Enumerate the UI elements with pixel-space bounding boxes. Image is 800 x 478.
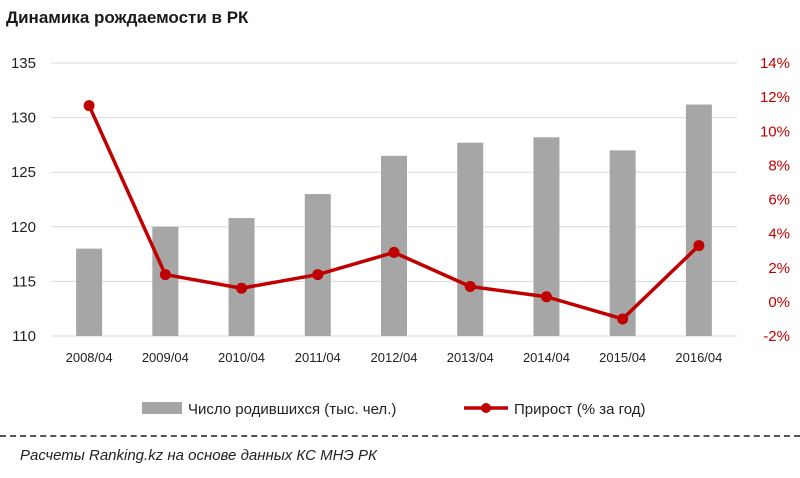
left-tick-label: 110	[12, 328, 36, 345]
legend-line-marker	[481, 403, 491, 413]
bar	[304, 194, 331, 336]
bar	[228, 218, 255, 336]
x-tick-label: 2015/04	[599, 350, 646, 365]
bar	[533, 137, 560, 336]
line-point	[388, 246, 400, 258]
bar	[381, 155, 407, 336]
left-axis: 110 115 120 125 130 135	[11, 55, 36, 345]
line-point	[312, 269, 324, 281]
chart-title: Динамика рождаемости в РК	[6, 8, 249, 27]
right-axis: -2% 0% 2% 4% 6% 8% 10% 12% 14%	[760, 55, 790, 345]
x-tick-label: 2010/04	[218, 350, 265, 365]
bar-series	[76, 104, 712, 336]
x-axis: 2008/04 2009/04 2010/04 2011/04 2012/04 2013/…	[66, 350, 723, 365]
footer-divider	[0, 435, 800, 437]
line-point	[540, 291, 552, 303]
line-series	[83, 100, 705, 325]
line-point	[464, 281, 476, 293]
x-tick-label: 2012/04	[371, 350, 418, 365]
legend-bar-swatch	[142, 402, 182, 414]
x-tick-label: 2008/04	[66, 350, 113, 365]
right-tick-label: 2%	[768, 260, 790, 277]
x-tick-label: 2016/04	[675, 350, 722, 365]
right-tick-label: 4%	[768, 226, 790, 243]
legend-bar-label: Число родившихся (тыс. чел.)	[188, 401, 396, 418]
x-tick-label: 2013/04	[447, 350, 494, 365]
line-point	[83, 100, 95, 112]
line-point	[236, 282, 248, 294]
line-point	[693, 240, 705, 252]
x-tick-label: 2009/04	[142, 350, 189, 365]
x-tick-label: 2014/04	[523, 350, 570, 365]
right-tick-label: 8%	[768, 157, 790, 174]
right-tick-label: 12%	[760, 89, 790, 106]
source-note: Расчеты Ranking.kz на основе данных КС М…	[20, 447, 377, 464]
right-tick-label: 14%	[760, 55, 790, 72]
line-point	[159, 269, 171, 281]
legend-line-label: Прирост (% за год)	[514, 401, 646, 418]
left-tick-label: 135	[11, 55, 36, 72]
left-tick-label: 125	[11, 164, 36, 181]
bar	[609, 150, 636, 336]
legend: Число родившихся (тыс. чел.) Прирост (% …	[142, 401, 646, 418]
bar	[152, 226, 179, 336]
right-tick-label: 6%	[768, 192, 790, 209]
right-tick-label: 10%	[760, 123, 790, 140]
right-tick-label: 0%	[768, 294, 790, 311]
right-tick-label: -2%	[763, 328, 790, 345]
line-point	[617, 313, 629, 325]
bar	[457, 142, 484, 336]
left-tick-label: 120	[11, 219, 36, 236]
bar	[76, 248, 103, 336]
bar	[685, 104, 712, 336]
x-tick-label: 2011/04	[295, 350, 341, 365]
left-tick-label: 115	[12, 273, 36, 290]
left-tick-label: 130	[11, 110, 36, 127]
